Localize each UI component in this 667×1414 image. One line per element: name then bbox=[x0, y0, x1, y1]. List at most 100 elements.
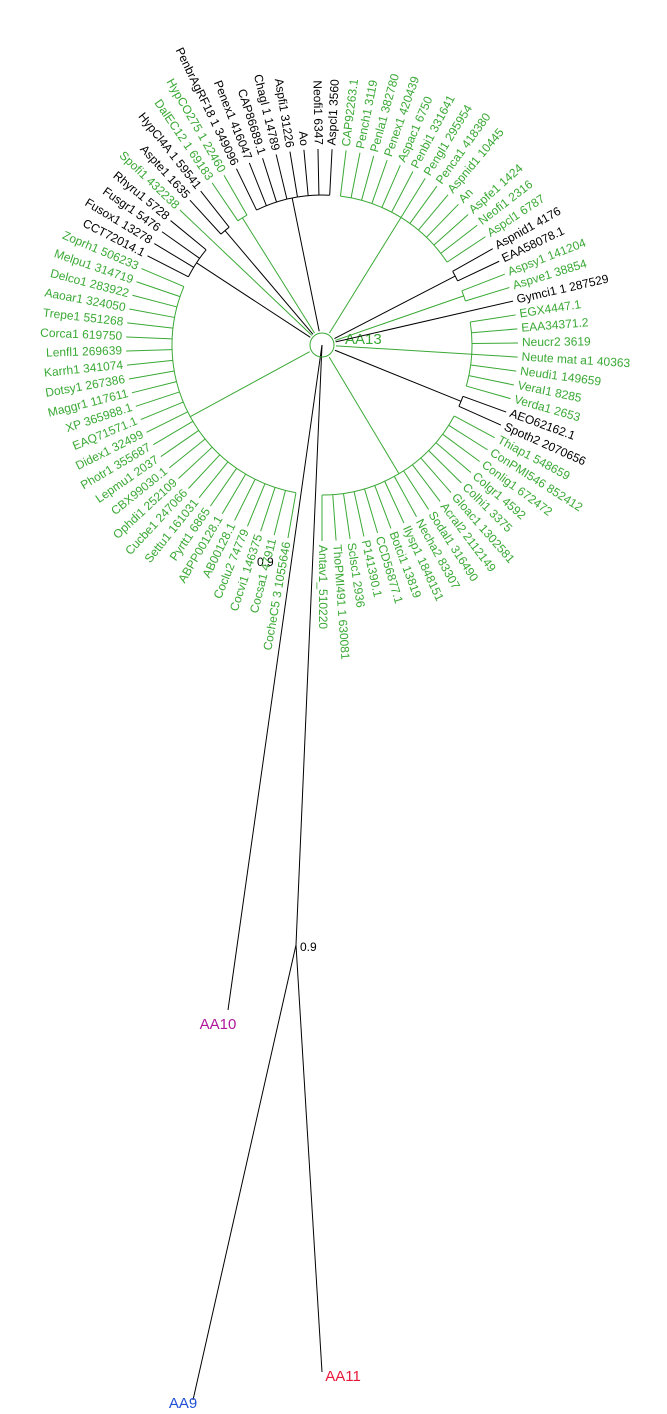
leaf-branch bbox=[435, 442, 472, 473]
leaf-branch bbox=[246, 483, 266, 527]
leaf-branch bbox=[131, 381, 177, 394]
leaf-branch bbox=[411, 464, 441, 502]
leaf-branch bbox=[168, 438, 206, 469]
clade-arc bbox=[171, 286, 297, 494]
leaf-branch bbox=[178, 446, 213, 479]
clade-arc bbox=[321, 415, 455, 496]
leaf-branch bbox=[468, 300, 514, 312]
leaf-branch bbox=[200, 190, 230, 228]
leaf-branch bbox=[384, 481, 405, 524]
leaf-branch bbox=[126, 349, 173, 352]
branch bbox=[295, 944, 323, 1373]
leaf-branch bbox=[420, 457, 452, 493]
clade-stem bbox=[328, 356, 400, 474]
leaf-branch bbox=[146, 411, 188, 433]
leaf-branch bbox=[446, 236, 486, 263]
leaf-branch bbox=[275, 154, 288, 200]
leaf-branch bbox=[457, 260, 500, 282]
leaf-branch bbox=[141, 268, 185, 287]
leaf-branch bbox=[132, 294, 178, 308]
leaf-branch bbox=[364, 488, 379, 534]
leaf-branch bbox=[260, 487, 276, 532]
leaf-branch bbox=[140, 401, 184, 421]
leaf-branch bbox=[234, 479, 256, 521]
leaf-branch bbox=[170, 220, 207, 251]
leaf-branch bbox=[211, 182, 239, 222]
clade-label: AA13 bbox=[345, 331, 382, 348]
support-label: 0.9 bbox=[257, 555, 274, 569]
leaf-branch bbox=[287, 492, 297, 539]
leaf-branch bbox=[209, 468, 238, 507]
leaf-branch bbox=[428, 450, 462, 484]
leaf-branch bbox=[442, 433, 480, 462]
leaf-branch bbox=[470, 364, 517, 372]
leaf-branch bbox=[403, 470, 430, 510]
leaf-branch bbox=[160, 429, 199, 458]
leaf-label: Neute mat a1 40363 bbox=[521, 349, 631, 370]
leaf-branch bbox=[154, 243, 194, 268]
leaf-branch bbox=[409, 185, 438, 224]
leaf-branch bbox=[235, 168, 257, 211]
outgroup-label: AA10 bbox=[200, 1016, 237, 1033]
clade-stem bbox=[335, 345, 472, 355]
leaf-branch bbox=[339, 150, 347, 197]
outgroup-label: AA9 bbox=[169, 1395, 197, 1412]
leaf-branch bbox=[470, 314, 516, 323]
clade-stem bbox=[328, 217, 402, 334]
leaf-branch bbox=[127, 322, 174, 329]
leaf-branch bbox=[440, 224, 478, 254]
leaf-branch bbox=[466, 385, 511, 400]
clade-stem bbox=[212, 241, 313, 336]
leaf-branch bbox=[136, 281, 181, 298]
leaf-label: EAA34371.2 bbox=[521, 315, 590, 335]
leaf-branch bbox=[433, 214, 469, 246]
support-label: 0.9 bbox=[300, 940, 317, 954]
clade-stem bbox=[335, 310, 469, 343]
clade-stem bbox=[241, 217, 315, 334]
clade-arc bbox=[461, 290, 466, 302]
leaf-label: Neofi1 6347 bbox=[310, 80, 325, 145]
leaf-branch bbox=[374, 485, 392, 529]
clade-stem bbox=[334, 349, 462, 402]
leaf-branch bbox=[353, 491, 365, 537]
leaf-branch bbox=[448, 424, 488, 451]
clade-stem bbox=[335, 295, 464, 341]
leaf-branch bbox=[342, 493, 351, 540]
leaf-branch bbox=[361, 155, 375, 201]
leaf-branch bbox=[329, 149, 333, 196]
leaf-label: Lenfl1 269639 bbox=[46, 343, 123, 359]
leaf-branch bbox=[126, 359, 173, 366]
leaf-branch bbox=[458, 405, 502, 426]
branch bbox=[227, 344, 323, 1011]
leaf-branch bbox=[453, 415, 495, 439]
leaf-branch bbox=[262, 158, 278, 203]
leaf-branch bbox=[189, 199, 222, 235]
root-ring bbox=[309, 332, 335, 358]
clade-stem bbox=[189, 351, 310, 418]
leaf-branch bbox=[198, 461, 229, 499]
leaf-branch bbox=[248, 162, 267, 206]
leaf-branch bbox=[179, 209, 214, 243]
leaf-branch bbox=[188, 454, 221, 489]
leaf-branch bbox=[223, 175, 248, 216]
outgroup-label: AA11 bbox=[325, 1368, 361, 1385]
leaf-branch bbox=[147, 255, 189, 278]
leaf-label: Corca1 619750 bbox=[40, 326, 123, 343]
leaf-branch bbox=[381, 165, 401, 208]
leaf-branch bbox=[128, 370, 175, 380]
clade-stem bbox=[334, 275, 456, 340]
leaf-label: Aspcl1 3560 bbox=[324, 79, 341, 146]
leaf-branch bbox=[161, 231, 200, 259]
branch bbox=[192, 944, 297, 1401]
clade-stem bbox=[196, 262, 311, 338]
leaf-branch bbox=[393, 476, 417, 517]
leaf-branch bbox=[465, 287, 510, 302]
leaf-branch bbox=[221, 473, 247, 514]
leaf-branch bbox=[317, 149, 320, 196]
leaf-branch bbox=[135, 391, 180, 407]
leaf-branch bbox=[332, 494, 337, 541]
leaf-branch bbox=[426, 203, 459, 238]
branch bbox=[295, 344, 323, 946]
leaf-branch bbox=[126, 336, 173, 340]
